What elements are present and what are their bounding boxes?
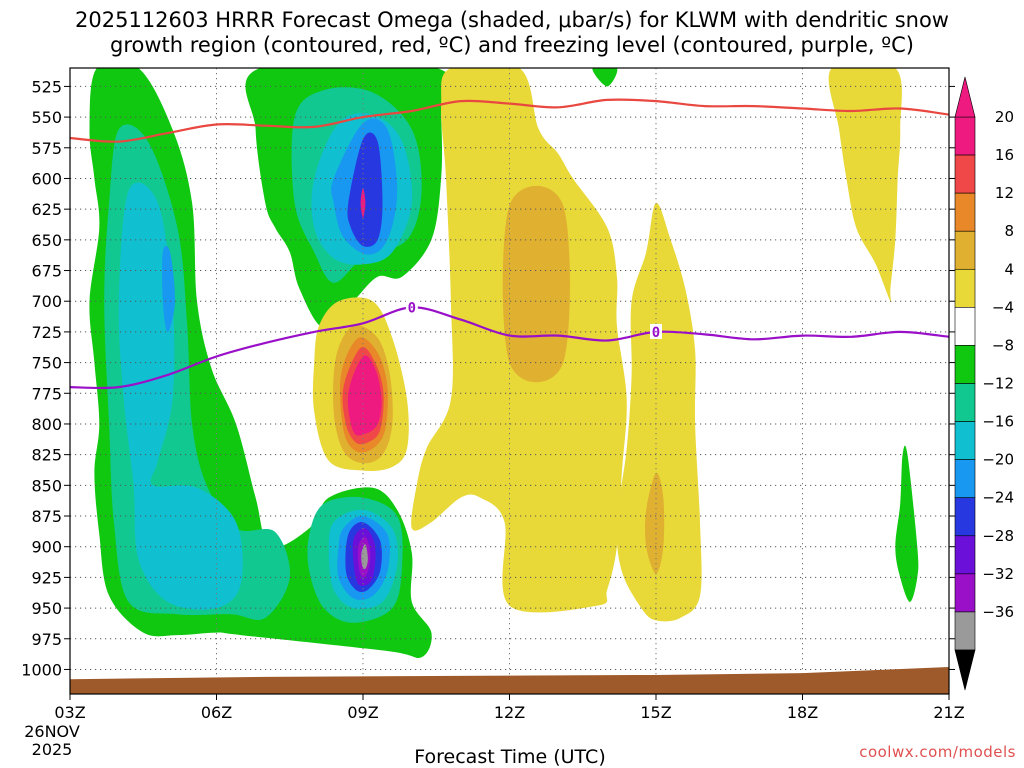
omega-shading xyxy=(89,68,919,659)
colorbar-tick-label: −12 xyxy=(982,375,1014,393)
y-tick-label: 775 xyxy=(31,384,62,403)
y-axis: 525 550 575 600 625 650 675 700 725 750 775 800 825 8… xyxy=(21,77,955,679)
y-tick-label: 675 xyxy=(31,262,62,281)
y-tick-label: 850 xyxy=(31,476,62,495)
terrain xyxy=(70,666,949,694)
x-tick-label: 09Z xyxy=(347,703,378,722)
contour-lines: 00 xyxy=(70,98,949,390)
colorbar-bin xyxy=(954,192,976,232)
omega-lt-m20-upper xyxy=(347,132,383,247)
x-year-label: 2025 xyxy=(32,740,73,759)
dendritic-growth-contour xyxy=(70,98,949,143)
colorbar-bin xyxy=(954,307,976,346)
colorbar-tick-label: −36 xyxy=(982,603,1014,621)
colorbar-tick-label: 12 xyxy=(995,184,1014,202)
x-tick-label: 21Z xyxy=(933,703,964,722)
colorbar-tick-label: 20 xyxy=(995,108,1014,126)
omega-gt-8-c2 xyxy=(645,472,665,574)
omega-gt-4-right xyxy=(828,68,902,303)
y-tick-label: 800 xyxy=(31,415,62,434)
y-tick-label: 750 xyxy=(31,354,62,373)
omega-lt-m32-low xyxy=(361,544,368,570)
colorbar-tick-label: 8 xyxy=(1004,222,1014,240)
colorbar: 20 16 12 8 4 −4 −8 −12 −16 −20 −24 −28 −32 −36 xyxy=(954,76,1014,691)
x-tick-label: 18Z xyxy=(787,703,818,722)
y-tick-label: 925 xyxy=(31,568,62,587)
x-tick-label: 12Z xyxy=(494,703,525,722)
colorbar-bin xyxy=(954,154,976,194)
freezing-level-label: 0 xyxy=(408,300,416,316)
colorbar-under-arrow xyxy=(954,649,976,691)
colorbar-bin xyxy=(954,383,976,422)
y-tick-label: 725 xyxy=(31,323,62,342)
colorbar-bin xyxy=(954,345,976,384)
freezing-level-label: 0 xyxy=(652,325,660,341)
x-axis-title: Forecast Time (UTC) xyxy=(414,746,605,768)
x-date-label: 26NOV xyxy=(24,722,80,741)
y-tick-label: 900 xyxy=(31,538,62,557)
y-tick-label: 700 xyxy=(31,292,62,311)
freezing-label-bg xyxy=(405,299,418,315)
y-tick-label: 950 xyxy=(31,599,62,618)
chart-title-line1: 2025112603 HRRR Forecast Omega (shaded, … xyxy=(75,8,949,32)
credit-link[interactable]: coolwx.com/models xyxy=(859,743,1016,761)
colorbar-bin xyxy=(954,459,976,499)
freezing-label-bg xyxy=(650,323,662,339)
omega-gt-4-center xyxy=(616,202,702,622)
y-tick-label: 650 xyxy=(31,231,62,250)
colorbar-tick-label: −4 xyxy=(992,298,1014,316)
y-tick-label: 975 xyxy=(31,630,62,649)
colorbar-tick-label: −28 xyxy=(982,527,1014,545)
y-tick-label: 625 xyxy=(31,200,62,219)
colorbar-tick-label: 16 xyxy=(995,146,1014,164)
colorbar-bin xyxy=(954,230,976,270)
x-tick-label: 06Z xyxy=(201,703,232,722)
colorbar-bin xyxy=(954,421,976,460)
colorbar-bin xyxy=(954,611,976,651)
y-tick-label: 875 xyxy=(31,507,62,526)
terrain-fill xyxy=(70,666,949,694)
y-tick-label: 525 xyxy=(31,77,62,96)
chart-title-line2: growth region (contoured, red, ºC) and f… xyxy=(110,33,914,57)
colorbar-bin xyxy=(954,116,976,156)
freezing-level-contour xyxy=(70,306,949,390)
colorbar-tick-label: −8 xyxy=(992,336,1014,354)
colorbar-bin xyxy=(954,573,976,613)
colorbar-tick-label: −24 xyxy=(982,489,1014,507)
colorbar-bin xyxy=(954,497,976,537)
y-tick-label: 550 xyxy=(31,108,62,127)
y-tick-label: 825 xyxy=(31,446,62,465)
colorbar-bin xyxy=(954,535,976,575)
x-axis: 03Z 06Z 09Z 12Z 15Z 18Z 21Z xyxy=(54,694,965,722)
omega-gt-8-c1 xyxy=(502,185,570,383)
colorbar-tick-label: −32 xyxy=(982,565,1014,583)
omega-lt-m12-band xyxy=(118,182,243,610)
omega-gt-20-left xyxy=(347,355,382,436)
x-tick-label: 03Z xyxy=(54,703,85,722)
colorbar-bin xyxy=(954,268,976,308)
omega-lt-m4-small-top xyxy=(592,68,618,87)
colorbar-tick-label: −20 xyxy=(982,451,1014,469)
x-tick-label: 15Z xyxy=(640,703,671,722)
y-tick-label: 1000 xyxy=(21,660,62,679)
colorbar-tick-label: −16 xyxy=(982,413,1014,431)
y-tick-label: 575 xyxy=(31,139,62,158)
y-tick-label: 600 xyxy=(31,169,62,188)
colorbar-tick-label: 4 xyxy=(1004,260,1014,278)
omega-lt-m16-west xyxy=(162,245,176,332)
omega-lt-m4-east xyxy=(895,445,919,602)
colorbar-over-arrow xyxy=(954,76,976,118)
